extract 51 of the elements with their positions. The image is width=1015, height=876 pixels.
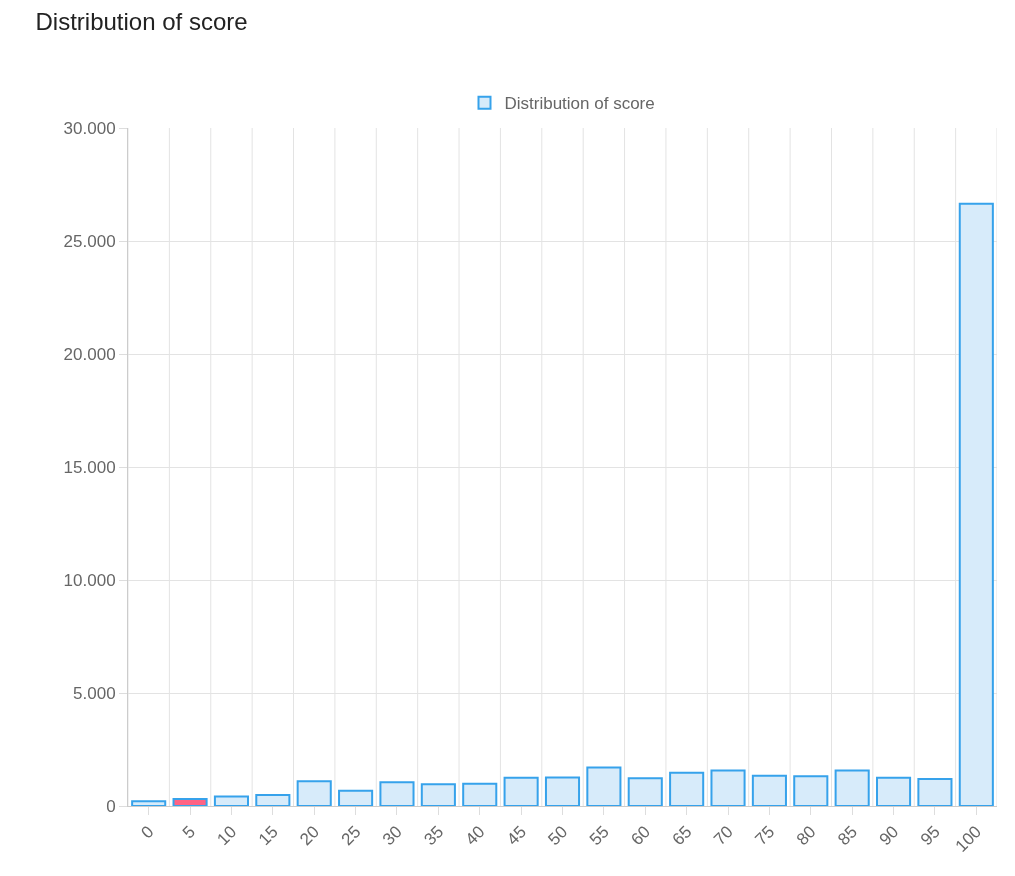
bar bbox=[793, 775, 829, 806]
bar bbox=[503, 776, 539, 806]
x-tick-label: 25 bbox=[337, 822, 365, 850]
x-tick-label: 50 bbox=[544, 822, 572, 850]
bar bbox=[586, 766, 622, 806]
bar bbox=[131, 800, 167, 806]
x-tick-label: 90 bbox=[875, 822, 903, 850]
bar bbox=[876, 776, 912, 806]
bar bbox=[172, 797, 208, 806]
x-tick-label: 95 bbox=[916, 822, 944, 850]
x-tick-label: 0 bbox=[137, 822, 158, 843]
bar bbox=[917, 777, 953, 806]
x-tick-label: 30 bbox=[379, 822, 406, 850]
bar bbox=[627, 777, 663, 806]
x-tick-label: 40 bbox=[461, 822, 489, 850]
bar bbox=[958, 202, 994, 806]
bar bbox=[213, 795, 249, 806]
x-tick-label: 10 bbox=[213, 822, 241, 850]
bar bbox=[255, 793, 291, 806]
y-tick-label: 15.000 bbox=[63, 457, 116, 477]
x-tick-label: 35 bbox=[420, 822, 448, 850]
x-tick-label: 20 bbox=[296, 822, 324, 850]
y-tick-label: 30.000 bbox=[63, 118, 116, 138]
x-tick-label: 65 bbox=[668, 822, 696, 850]
bar bbox=[751, 774, 787, 806]
bar bbox=[420, 783, 456, 806]
x-tick-label: 100 bbox=[951, 822, 986, 856]
bar bbox=[710, 769, 746, 806]
legend-label: Distribution of score bbox=[504, 94, 655, 114]
bar bbox=[544, 776, 581, 806]
bar bbox=[834, 769, 870, 806]
bar bbox=[338, 789, 374, 806]
chart-title: Distribution of score bbox=[35, 7, 248, 35]
x-tick-label: 70 bbox=[710, 822, 737, 850]
y-tick-label: 10.000 bbox=[63, 570, 116, 590]
bar bbox=[379, 781, 415, 806]
x-tick-label: 45 bbox=[503, 822, 530, 850]
x-tick-label: 85 bbox=[834, 822, 862, 850]
x-tick-label: 5 bbox=[178, 822, 199, 843]
bar bbox=[669, 771, 705, 806]
bar bbox=[296, 780, 332, 806]
y-tick-label: 25.000 bbox=[63, 231, 116, 251]
x-tick-label: 15 bbox=[254, 822, 282, 850]
y-tick-label: 0 bbox=[106, 796, 116, 816]
x-tick-label: 55 bbox=[585, 822, 613, 850]
bar bbox=[462, 782, 498, 806]
x-tick-label: 80 bbox=[792, 822, 820, 850]
x-tick-label: 75 bbox=[751, 822, 779, 850]
y-tick-label: 20.000 bbox=[63, 344, 116, 364]
y-tick-label: 5.000 bbox=[73, 683, 116, 703]
x-tick-label: 60 bbox=[627, 822, 655, 850]
